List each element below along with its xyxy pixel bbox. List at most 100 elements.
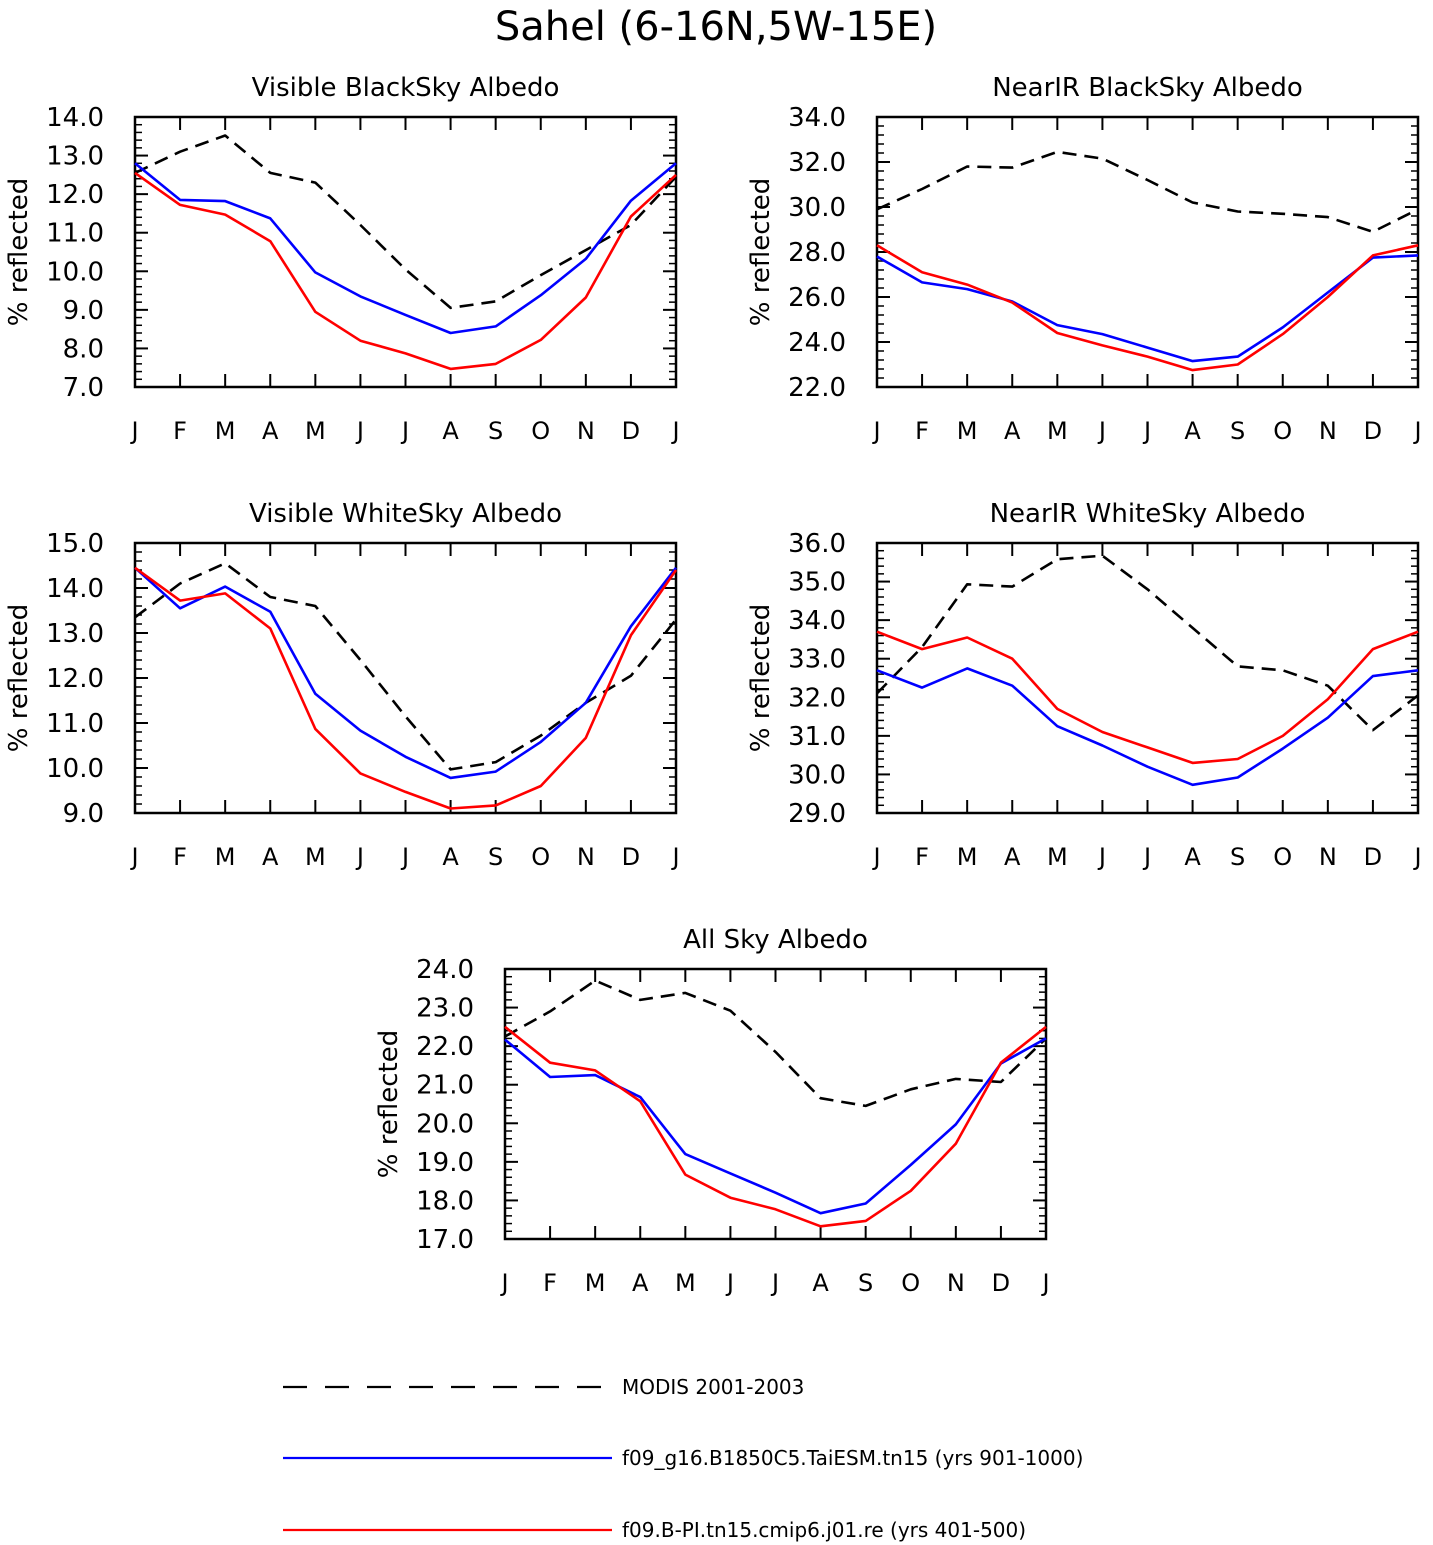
- y-tick-label: 12.0: [46, 664, 104, 694]
- series-line-cmip6: [876, 244, 1419, 372]
- y-tick-label: 18.0: [416, 1186, 474, 1216]
- y-tick-label: 30.0: [788, 193, 846, 223]
- plot-frame: [133, 115, 678, 389]
- y-tick-label: 29.0: [788, 799, 846, 829]
- x-tick-label: N: [577, 843, 595, 871]
- x-tick-label: J: [1142, 417, 1151, 445]
- x-tick-label: J: [1097, 417, 1106, 445]
- series-line-cmip6: [504, 1025, 1047, 1228]
- y-tick-label: 8.0: [63, 334, 104, 364]
- x-tick-label: J: [400, 843, 409, 871]
- x-tick-label: A: [632, 1269, 649, 1297]
- x-tick-label: F: [915, 843, 929, 871]
- x-tick-label: N: [947, 1269, 965, 1297]
- panel-title: NearIR BlackSky Albedo: [992, 73, 1303, 103]
- y-axis-label: % reflected: [746, 178, 776, 326]
- series-line-cmip6: [876, 630, 1419, 765]
- x-tick-label: O: [1273, 843, 1292, 871]
- panel-title: All Sky Albedo: [683, 925, 868, 955]
- x-tick-label: M: [585, 1269, 606, 1297]
- y-tick-label: 9.0: [63, 296, 104, 326]
- x-tick-label: J: [1142, 843, 1151, 871]
- series-line-modis: [134, 134, 677, 310]
- y-tick-label: 30.0: [788, 760, 846, 790]
- x-tick-label: F: [915, 417, 929, 445]
- x-tick-label: D: [622, 417, 640, 445]
- x-tick-label: A: [1184, 417, 1201, 445]
- x-tick-label: A: [262, 843, 279, 871]
- y-tick-label: 34.0: [788, 103, 846, 133]
- x-tick-label: A: [1004, 843, 1021, 871]
- y-tick-label: 14.0: [46, 103, 104, 133]
- y-tick-label: 13.0: [46, 142, 104, 172]
- x-tick-label: J: [725, 1269, 734, 1297]
- y-tick-label: 10.0: [46, 257, 104, 287]
- panel-title: NearIR WhiteSky Albedo: [990, 499, 1306, 529]
- y-tick-label: 12.0: [46, 180, 104, 210]
- panel-title: Visible WhiteSky Albedo: [249, 499, 562, 529]
- y-axis-label: % reflected: [746, 604, 776, 752]
- y-tick-label: 22.0: [788, 373, 846, 403]
- x-tick-label: A: [1004, 417, 1021, 445]
- x-tick-label: O: [901, 1269, 920, 1297]
- legend-label: f09_g16.B1850C5.TaiESM.tn15 (yrs 901-100…: [622, 1446, 1083, 1470]
- y-tick-label: 11.0: [46, 219, 104, 249]
- x-tick-label: M: [305, 843, 326, 871]
- y-tick-label: 24.0: [416, 955, 474, 985]
- x-tick-label: J: [871, 843, 880, 871]
- x-tick-label: S: [488, 417, 503, 445]
- series-line-taiesm: [876, 667, 1419, 787]
- series-line-taiesm: [134, 566, 678, 780]
- x-tick-label: D: [992, 1269, 1010, 1297]
- y-tick-label: 17.0: [416, 1225, 474, 1255]
- y-tick-label: 19.0: [416, 1148, 474, 1178]
- x-tick-label: S: [1230, 417, 1245, 445]
- series-line-taiesm: [134, 162, 677, 335]
- x-tick-label: J: [1040, 1269, 1049, 1297]
- series-line-taiesm: [504, 1037, 1047, 1215]
- series-line-taiesm: [876, 254, 1419, 363]
- y-tick-label: 32.0: [788, 683, 846, 713]
- x-tick-label: N: [577, 417, 595, 445]
- x-tick-label: J: [129, 417, 138, 445]
- y-axis-label: % reflected: [4, 178, 34, 326]
- x-tick-label: S: [858, 1269, 873, 1297]
- series-line-modis: [876, 150, 1419, 234]
- x-tick-label: J: [1412, 843, 1421, 871]
- x-tick-label: A: [262, 417, 279, 445]
- plot-frame: [503, 967, 1048, 1241]
- x-tick-label: J: [355, 843, 364, 871]
- y-tick-label: 26.0: [788, 283, 846, 313]
- series-line-cmip6: [134, 171, 677, 371]
- x-tick-label: A: [1184, 843, 1201, 871]
- x-tick-label: O: [531, 843, 550, 871]
- x-tick-label: O: [1273, 417, 1292, 445]
- x-tick-label: D: [1364, 843, 1382, 871]
- y-tick-label: 7.0: [63, 373, 104, 403]
- series-line-cmip6: [134, 566, 678, 810]
- x-tick-label: S: [488, 843, 503, 871]
- x-tick-label: J: [499, 1269, 508, 1297]
- y-tick-label: 23.0: [416, 994, 474, 1024]
- y-tick-label: 33.0: [788, 645, 846, 675]
- y-axis-label: % reflected: [4, 604, 34, 752]
- x-tick-label: M: [305, 417, 326, 445]
- x-tick-label: J: [129, 843, 138, 871]
- x-tick-label: J: [355, 417, 364, 445]
- legend-label: f09.B-PI.tn15.cmip6.j01.re (yrs 401-500): [622, 1518, 1026, 1542]
- y-axis-label: % reflected: [374, 1030, 404, 1178]
- y-tick-label: 9.0: [63, 799, 104, 829]
- x-tick-label: D: [1364, 417, 1382, 445]
- x-tick-label: J: [1097, 843, 1106, 871]
- x-tick-label: M: [675, 1269, 696, 1297]
- plot-frame: [875, 541, 1420, 815]
- y-tick-label: 35.0: [788, 568, 846, 598]
- y-tick-label: 10.0: [46, 754, 104, 784]
- y-tick-label: 11.0: [46, 709, 104, 739]
- x-tick-label: S: [1230, 843, 1245, 871]
- x-tick-label: M: [957, 417, 978, 445]
